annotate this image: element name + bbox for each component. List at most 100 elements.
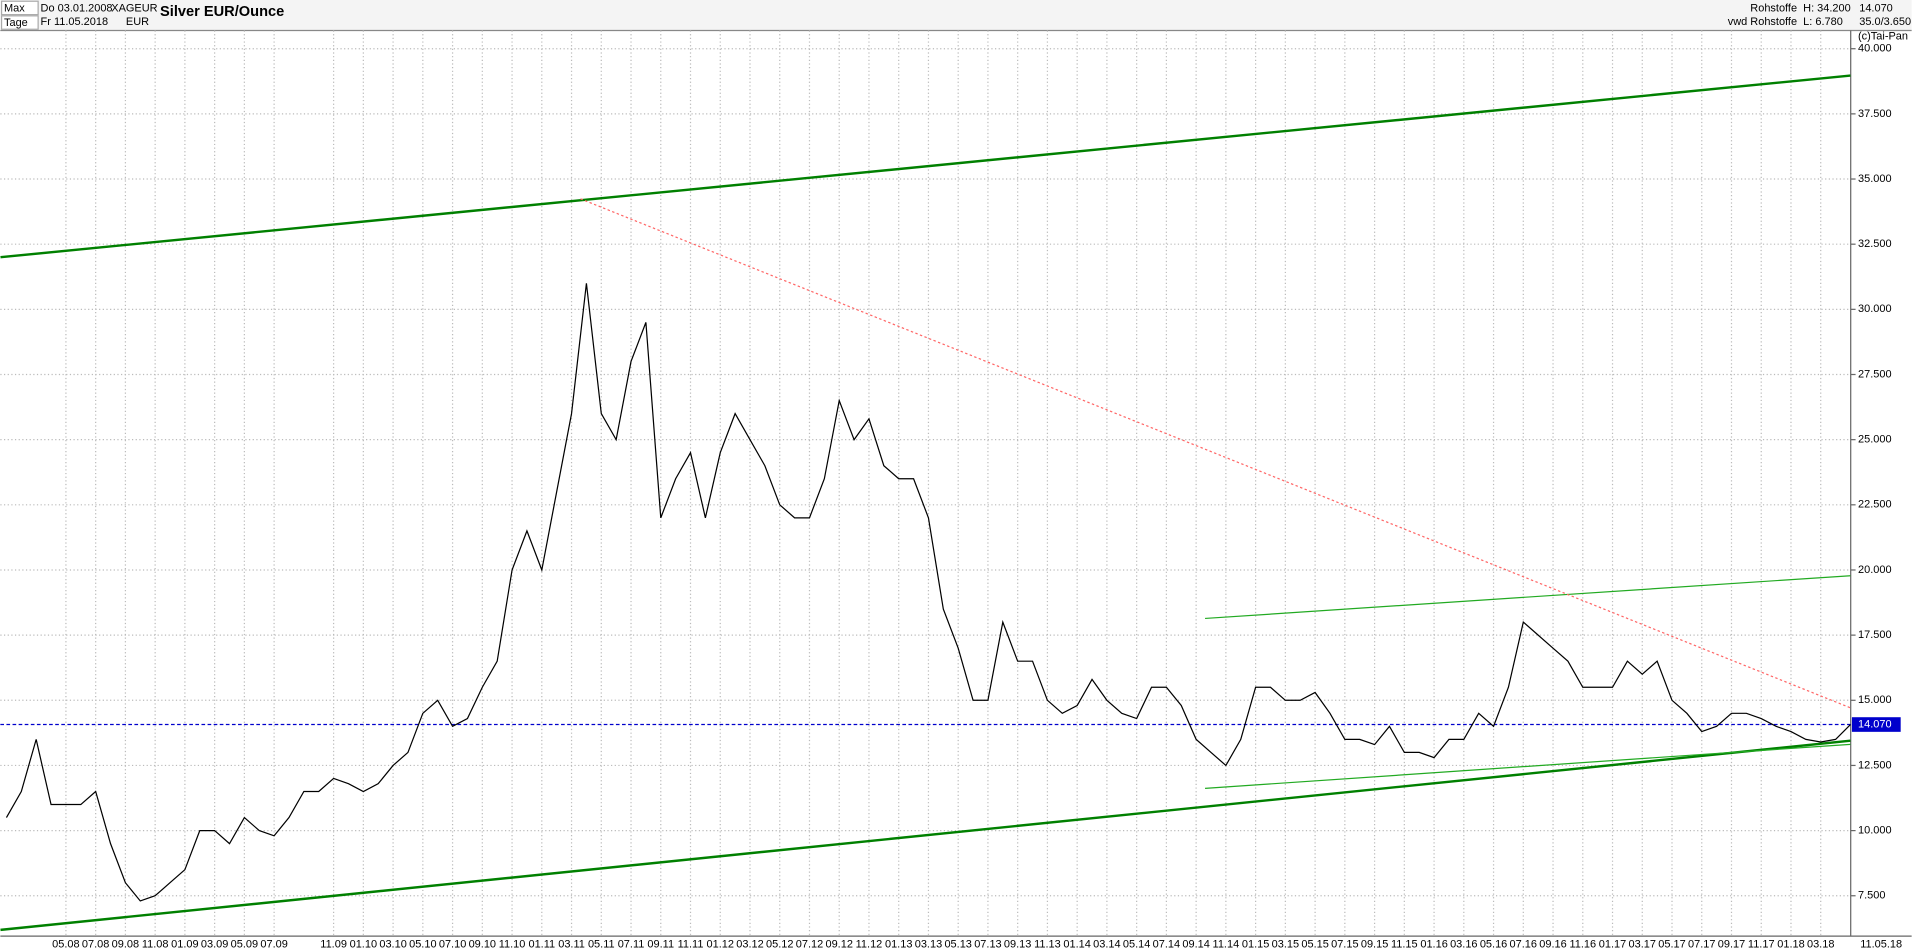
y-tick-label: 37.500 bbox=[1858, 108, 1892, 120]
header-bar bbox=[0, 0, 1912, 31]
x-tick-label: 05.13 bbox=[944, 939, 971, 951]
x-tick-label: 11.12 bbox=[856, 939, 883, 951]
x-tick-label: 03.14 bbox=[1093, 939, 1120, 951]
y-tick-label: 15.000 bbox=[1858, 694, 1892, 706]
trendline bbox=[1205, 743, 1851, 789]
price-line bbox=[5, 283, 1851, 902]
x-tick-label: 03.16 bbox=[1450, 939, 1477, 951]
end-date: Fr 11.05.2018 bbox=[41, 16, 108, 28]
y-tick-label: 22.500 bbox=[1858, 499, 1892, 511]
x-tick-label: 09.11 bbox=[647, 939, 674, 951]
last-price-label: 14.070 bbox=[1858, 718, 1892, 730]
x-tick-label: 01.18 bbox=[1777, 939, 1804, 951]
x-tick-label: 03.13 bbox=[915, 939, 942, 951]
x-tick-label: 11.09 bbox=[320, 939, 347, 951]
x-tick-label: 03.18 bbox=[1807, 939, 1834, 951]
y-tick-label: 25.000 bbox=[1858, 434, 1892, 446]
x-tick-label: 09.08 bbox=[112, 939, 139, 951]
trendline bbox=[1205, 575, 1851, 620]
x-tick-label: 09.10 bbox=[469, 939, 496, 951]
x-tick-label: 03.09 bbox=[201, 939, 228, 951]
source: vwd Rohstoffe bbox=[1728, 16, 1797, 28]
x-tick-label: 07.10 bbox=[439, 939, 466, 951]
y-tick-label: 30.000 bbox=[1858, 303, 1892, 315]
start-date: Do 03.01.2008 bbox=[41, 2, 113, 14]
y-tick-label: 35.000 bbox=[1858, 173, 1892, 185]
x-tick-label: 01.09 bbox=[171, 939, 198, 951]
copyright: (c)Tai-Pan bbox=[1858, 30, 1908, 42]
x-tick-label: 01.13 bbox=[885, 939, 912, 951]
x-tick-label: 05.11 bbox=[588, 939, 615, 951]
x-tick-label: 03.11 bbox=[558, 939, 585, 951]
chart-title: Silver EUR/Ounce bbox=[160, 4, 284, 20]
x-tick-label: 07.17 bbox=[1688, 939, 1715, 951]
x-tick-label: 09.13 bbox=[1004, 939, 1031, 951]
y-tick-label: 27.500 bbox=[1858, 368, 1892, 380]
x-tick-label: 07.09 bbox=[260, 939, 287, 951]
x-tick-label: 05.14 bbox=[1123, 939, 1150, 951]
trendline bbox=[580, 198, 1851, 709]
y-tick-label: 7.500 bbox=[1858, 890, 1885, 902]
x-tick-label: 01.12 bbox=[707, 939, 734, 951]
y-tick-label: 17.500 bbox=[1858, 629, 1892, 641]
last-price-box bbox=[1851, 717, 1901, 732]
y-tick-label: 10.000 bbox=[1858, 824, 1892, 836]
x-tick-label: 01.10 bbox=[350, 939, 377, 951]
x-tick-label: 11.10 bbox=[499, 939, 526, 951]
x-tick-label: 11.13 bbox=[1034, 939, 1061, 951]
x-tick-label: 01.16 bbox=[1420, 939, 1447, 951]
x-tick-label: 03.15 bbox=[1272, 939, 1299, 951]
x-tick-label: 07.14 bbox=[1153, 939, 1180, 951]
trendline bbox=[0, 74, 1851, 259]
low: L: 6.780 bbox=[1803, 16, 1843, 28]
x-tick-label: 11.11 bbox=[678, 939, 704, 951]
symbol: XAGEUR bbox=[111, 2, 157, 14]
x-tick-label: 05.15 bbox=[1301, 939, 1328, 951]
x-tick-label: 07.11 bbox=[618, 939, 645, 951]
x-tick-label: 03.10 bbox=[379, 939, 406, 951]
x-tick-label: 05.12 bbox=[766, 939, 793, 951]
x-tick-label: 11.08 bbox=[142, 939, 169, 951]
group: Rohstoffe bbox=[1750, 2, 1797, 14]
x-tick-label: 01.11 bbox=[528, 939, 555, 951]
y-tick-label: 12.500 bbox=[1858, 759, 1892, 771]
x-tick-label: 11.17 bbox=[1748, 939, 1775, 951]
x-tick-label: 07.08 bbox=[82, 939, 109, 951]
currency: EUR bbox=[126, 16, 149, 28]
x-tick-label: 05.08 bbox=[52, 939, 79, 951]
range-select[interactable] bbox=[0, 0, 39, 16]
x-end-label: 11.05.18 bbox=[1860, 939, 1902, 951]
x-tick-label: 05.17 bbox=[1658, 939, 1685, 951]
last: 14.070 bbox=[1859, 2, 1893, 14]
x-tick-label: 09.15 bbox=[1361, 939, 1388, 951]
x-tick-label: 11.15 bbox=[1391, 939, 1418, 951]
x-tick-label: 11.16 bbox=[1569, 939, 1596, 951]
x-tick-label: 05.10 bbox=[409, 939, 436, 951]
x-tick-label: 03.12 bbox=[736, 939, 763, 951]
x-tick-label: 09.12 bbox=[825, 939, 852, 951]
x-tick-label: 11.14 bbox=[1213, 939, 1240, 951]
x-tick-label: 05.09 bbox=[231, 939, 258, 951]
x-tick-label: 03.17 bbox=[1629, 939, 1656, 951]
interval[interactable]: Tage bbox=[4, 17, 28, 29]
trendline bbox=[0, 739, 1851, 932]
x-tick-label: 07.12 bbox=[796, 939, 823, 951]
x-tick-label: 07.16 bbox=[1510, 939, 1537, 951]
interval-select[interactable] bbox=[0, 15, 39, 30]
x-tick-label: 01.15 bbox=[1242, 939, 1269, 951]
x-tick-label: 09.14 bbox=[1182, 939, 1209, 951]
range[interactable]: Max bbox=[4, 2, 25, 14]
y-tick-label: 32.500 bbox=[1858, 238, 1892, 250]
x-tick-label: 07.15 bbox=[1331, 939, 1358, 951]
ratio: 35.0/3.650 bbox=[1859, 16, 1911, 28]
x-tick-label: 01.17 bbox=[1599, 939, 1626, 951]
y-tick-label: 40.000 bbox=[1858, 43, 1892, 55]
x-tick-label: 01.14 bbox=[1063, 939, 1090, 951]
y-tick-label: 20.000 bbox=[1858, 564, 1892, 576]
x-tick-label: 09.16 bbox=[1539, 939, 1566, 951]
x-tick-label: 07.13 bbox=[974, 939, 1001, 951]
high: H: 34.200 bbox=[1803, 2, 1851, 14]
